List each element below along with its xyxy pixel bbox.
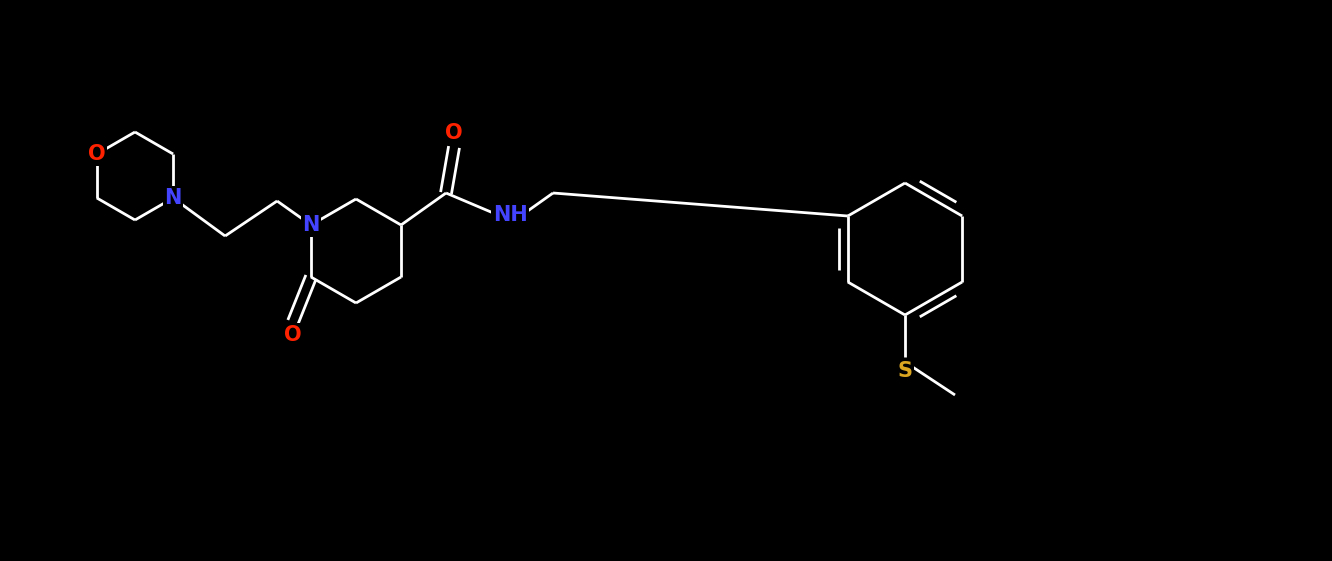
Text: O: O: [88, 144, 105, 164]
Text: O: O: [284, 325, 302, 345]
Text: S: S: [898, 361, 912, 381]
Text: N: N: [302, 215, 320, 235]
Text: N: N: [164, 188, 181, 208]
Text: O: O: [445, 123, 462, 143]
Text: NH: NH: [493, 205, 527, 225]
